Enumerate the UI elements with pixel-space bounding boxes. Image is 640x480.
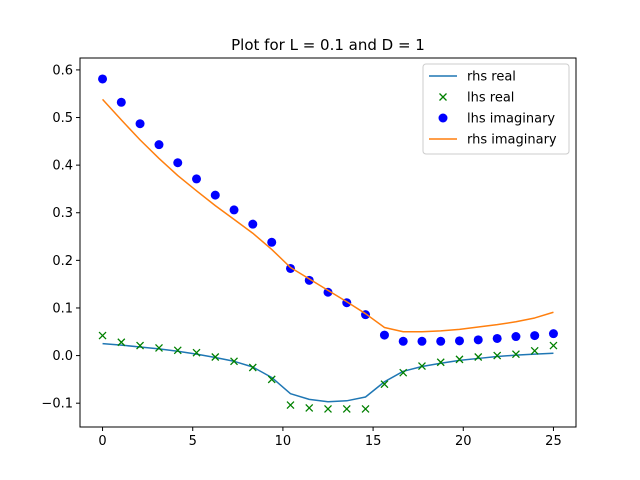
y-tick-label: 0.3	[52, 206, 73, 221]
legend-label-rhs-real: rhs real	[467, 70, 516, 85]
y-tick-label: 0.1	[52, 301, 73, 316]
data-point	[361, 404, 370, 413]
plot-frame	[79, 57, 577, 428]
legend-label-lhs-real: lhs real	[467, 91, 514, 106]
series-line-rhs-imaginary	[101, 98, 554, 333]
series-lhs-imaginary	[98, 74, 558, 346]
data-point	[173, 158, 183, 168]
data-point	[135, 119, 145, 129]
data-point	[455, 355, 464, 364]
y-tick-label: 0.5	[52, 111, 73, 126]
data-point	[511, 332, 521, 342]
data-point	[98, 74, 108, 84]
data-point	[305, 403, 314, 412]
series-rhs-real	[102, 342, 554, 403]
data-point	[154, 140, 164, 150]
legend: rhs real lhs real lhs imaginary rhs imagina…	[422, 63, 570, 155]
y-tick-label: 0.4	[52, 159, 73, 174]
x-tick-label: 0	[98, 434, 106, 449]
x-tick-label: 15	[365, 434, 382, 449]
data-point	[549, 341, 558, 350]
x-tick-label: 25	[545, 434, 562, 449]
data-point	[530, 346, 539, 355]
y-tick-label: 0.6	[52, 63, 73, 78]
data-point	[248, 363, 257, 372]
data-point	[155, 344, 163, 352]
data-point	[454, 336, 464, 346]
data-point	[548, 329, 558, 339]
data-point	[530, 331, 540, 341]
data-point	[418, 362, 426, 371]
legend-label-rhs-imaginary: rhs imaginary	[467, 133, 557, 148]
data-point	[192, 174, 202, 184]
legend-swatch-lhs-imaginary	[438, 113, 448, 123]
chart-title: Plot for L = 0.1 and D = 1	[231, 36, 425, 54]
data-point	[116, 97, 126, 107]
data-point	[286, 401, 295, 410]
x-tick-label: 10	[275, 434, 292, 449]
data-point	[248, 219, 258, 229]
data-point	[474, 353, 483, 361]
data-point	[379, 330, 389, 340]
data-point	[436, 358, 445, 367]
data-point	[117, 338, 126, 347]
data-point	[399, 368, 408, 377]
y-tick-label: −0.1	[41, 397, 73, 412]
y-tick-label: 0.0	[52, 349, 73, 364]
y-tick-label: 0.2	[52, 254, 73, 269]
series-rhs-imaginary	[101, 98, 554, 333]
data-point	[173, 346, 182, 355]
data-point	[380, 380, 389, 389]
data-point	[210, 190, 220, 200]
data-point	[192, 348, 201, 357]
data-point	[136, 341, 145, 350]
legend-label-lhs-imaginary: lhs imaginary	[467, 112, 555, 127]
data-point	[492, 333, 502, 343]
data-point	[342, 404, 351, 413]
series-lhs-real	[98, 331, 558, 413]
data-point	[493, 351, 502, 360]
data-point	[230, 357, 238, 366]
x-tick-label: 20	[455, 434, 472, 449]
data-point	[229, 205, 239, 215]
x-tick-label: 5	[189, 434, 197, 449]
data-point	[417, 336, 427, 346]
data-point	[511, 350, 520, 359]
plot-area	[98, 74, 558, 413]
data-point	[267, 237, 277, 247]
data-point	[98, 331, 107, 340]
series-line-rhs-real	[102, 342, 554, 403]
data-point	[323, 287, 333, 297]
data-point	[324, 404, 332, 413]
data-point	[267, 375, 276, 384]
data-point	[473, 335, 483, 345]
data-point	[398, 336, 408, 346]
legend-swatch-lhs-real	[439, 93, 447, 101]
data-point	[436, 336, 446, 346]
legend-box	[422, 63, 570, 155]
data-point	[211, 353, 220, 361]
axes: 0 5 10 15 20 25 −0.1 0.0 0.1 0.2 0.3 0.4 0.5 0.6	[41, 57, 577, 449]
